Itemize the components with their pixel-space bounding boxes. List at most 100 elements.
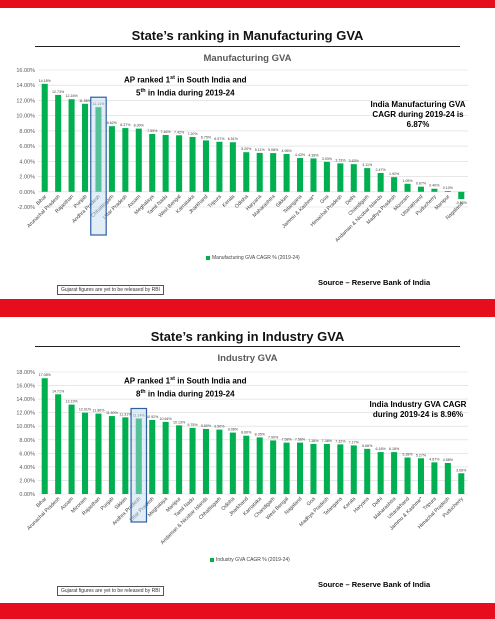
data-label: 6.51% bbox=[228, 137, 239, 141]
bar bbox=[297, 442, 304, 494]
bar bbox=[122, 417, 129, 494]
bar bbox=[135, 418, 142, 494]
y-tick-label: 16.00% bbox=[16, 68, 35, 74]
data-label: 4.43% bbox=[295, 153, 306, 157]
bar bbox=[55, 394, 62, 494]
data-label: 8.60% bbox=[241, 431, 252, 435]
bar bbox=[417, 186, 424, 192]
data-label: 17.08% bbox=[39, 373, 52, 377]
bar bbox=[270, 153, 277, 192]
bar bbox=[364, 168, 371, 192]
title-divider bbox=[35, 46, 460, 47]
bar bbox=[229, 142, 236, 192]
y-tick-label: 12.00% bbox=[16, 411, 35, 417]
bar bbox=[377, 172, 384, 192]
data-label: 14.71% bbox=[52, 389, 65, 393]
data-label: 8.35% bbox=[255, 432, 266, 436]
bar bbox=[82, 412, 89, 494]
data-label: 11.56% bbox=[79, 99, 92, 103]
data-label: 6.75% bbox=[201, 135, 212, 139]
data-label: 9.60% bbox=[201, 424, 212, 428]
gujarat-note-industry: Gujarat figures are yet to be released b… bbox=[57, 586, 164, 596]
data-label: 8.37% bbox=[120, 123, 131, 127]
bar bbox=[135, 128, 142, 192]
data-label: 4.67% bbox=[429, 457, 440, 461]
y-tick-label: 10.00% bbox=[16, 424, 35, 430]
data-label: 1.92% bbox=[389, 172, 400, 176]
bar bbox=[337, 163, 344, 192]
x-tick-label: Punjab bbox=[100, 496, 116, 512]
y-tick-label: 2.00% bbox=[19, 175, 35, 181]
data-label: 2.47% bbox=[376, 168, 387, 172]
x-tick-label: Manipur bbox=[434, 194, 452, 212]
y-tick-label: 4.00% bbox=[19, 159, 35, 165]
legend-industry: Industry GVA CAGR % (2019-24) bbox=[210, 557, 290, 563]
bar bbox=[243, 152, 250, 192]
slide-title-manufacturing: State’s ranking in Manufacturing GVA bbox=[131, 28, 364, 43]
data-label: 6.18% bbox=[389, 447, 400, 451]
data-label: 6.57% bbox=[214, 137, 225, 141]
bar bbox=[323, 161, 330, 192]
bottom-red-bar bbox=[0, 603, 495, 619]
data-label: 7.90% bbox=[268, 435, 279, 439]
bar bbox=[283, 442, 290, 494]
bar bbox=[162, 421, 169, 494]
x-tick-label: Goa bbox=[319, 194, 330, 205]
bar bbox=[108, 126, 115, 192]
data-label: 14.18% bbox=[39, 79, 52, 83]
data-label: 9.06% bbox=[228, 428, 239, 432]
data-label: 7.59% bbox=[147, 129, 158, 133]
callout-ap-rank-industry: AP ranked 1st in South India and 8th in … bbox=[124, 376, 247, 399]
source-industry: Source – Reserve Bank of India bbox=[318, 580, 431, 589]
callout-ap-rank-manufacturing: AP ranked 1st in South India and 5th in … bbox=[124, 75, 247, 98]
bar bbox=[391, 452, 398, 494]
x-tick-label: Tripura bbox=[207, 194, 223, 210]
bar bbox=[202, 140, 209, 192]
y-tick-label: 4.00% bbox=[19, 465, 35, 471]
y-tick-label: 16.00% bbox=[16, 384, 35, 390]
data-label: 3.93% bbox=[322, 157, 333, 161]
bar bbox=[270, 440, 277, 494]
data-label: 7.38% bbox=[308, 439, 319, 443]
callout-india-manufacturing-cagr: India Manufacturing GVA CAGR during 2019… bbox=[370, 100, 466, 129]
data-label: 5.27% bbox=[416, 453, 427, 457]
data-label: 10.64% bbox=[160, 417, 173, 421]
bar bbox=[310, 158, 317, 192]
data-label: 5.08% bbox=[268, 148, 279, 152]
y-tick-label: 10.00% bbox=[16, 114, 35, 120]
y-tick-label: 0.00% bbox=[19, 492, 35, 498]
bar bbox=[202, 428, 209, 494]
data-label: 5.38% bbox=[402, 453, 413, 457]
data-label: 3.63% bbox=[349, 159, 360, 163]
y-tick-label: -2.00% bbox=[18, 205, 36, 211]
bar bbox=[243, 435, 250, 494]
data-label: 3.06% bbox=[456, 468, 467, 472]
data-label: 12.01% bbox=[79, 408, 92, 412]
data-label: 6.18% bbox=[376, 447, 387, 451]
legend-manufacturing: Manufacturing GVA CAGR % (2019-24) bbox=[206, 255, 300, 261]
data-label: 4.96% bbox=[281, 149, 292, 153]
y-tick-label: 14.00% bbox=[16, 397, 35, 403]
bar bbox=[323, 443, 330, 494]
bar bbox=[297, 158, 304, 192]
data-label: 7.58% bbox=[281, 438, 292, 442]
bar bbox=[417, 458, 424, 494]
bar bbox=[189, 136, 196, 192]
bar bbox=[41, 83, 48, 192]
data-label: 7.20% bbox=[187, 132, 198, 136]
bar bbox=[149, 134, 156, 192]
data-label: 4.38% bbox=[308, 153, 319, 157]
bar bbox=[364, 448, 371, 494]
manufacturing-gva-chart: -2.00% 0.00% 2.00% 4.00% 6.00% 8.00% 10.00% 12.… bbox=[16, 68, 468, 244]
data-label: 10.92% bbox=[146, 415, 159, 419]
bar bbox=[256, 437, 263, 494]
bar bbox=[68, 99, 75, 192]
data-label: 1.05% bbox=[402, 179, 413, 183]
legend-swatch bbox=[206, 255, 210, 260]
data-label: 12.16% bbox=[65, 94, 78, 98]
top-red-bar bbox=[0, 0, 495, 8]
bar bbox=[162, 134, 169, 192]
legend-swatch bbox=[210, 557, 214, 562]
data-label: 6.66% bbox=[362, 444, 373, 448]
bar bbox=[68, 404, 75, 494]
